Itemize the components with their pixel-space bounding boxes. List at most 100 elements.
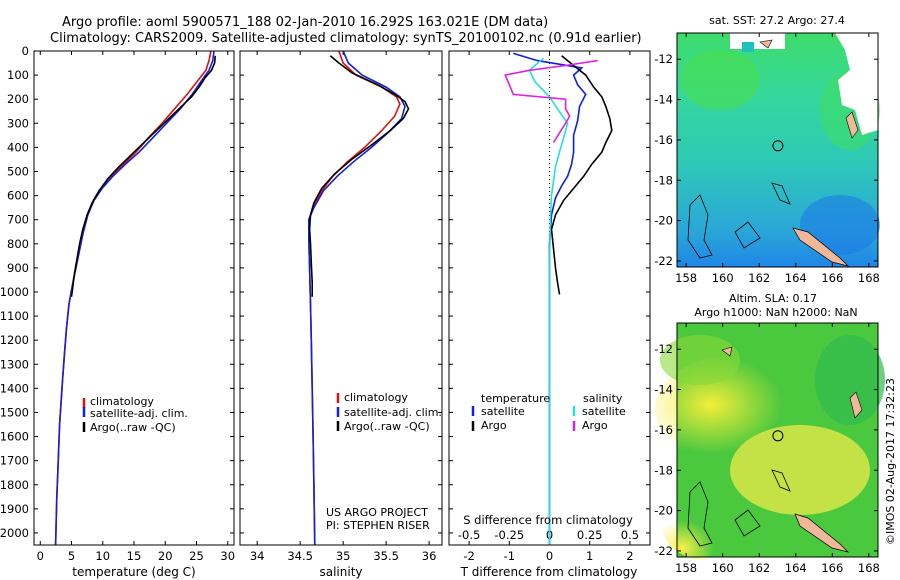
x-tick-label: 25 (189, 549, 204, 563)
sla-island (721, 346, 733, 357)
sst-map-panel: sat. SST: 27.2 Argo: 27.4 158 160 162 164 16… (654, 14, 880, 285)
difference-frame (448, 50, 651, 546)
legend-salinity-title: salinity (583, 392, 623, 405)
y-tick-label: 900 (7, 261, 29, 275)
sst-argo-location-marker (772, 140, 784, 152)
sla-low-patch (815, 335, 885, 425)
legend-s-argo: Argo (582, 419, 608, 432)
sst-map-ticks: 158 160 162 164 166 168 -12 -14 -16 -18 -20 -22 (654, 33, 880, 285)
sst-cool-patch (800, 195, 880, 255)
temperature-panel: 0 5 10 15 20 25 300100200300400500600700800900… (0, 44, 235, 579)
y-tick-label: 600 (7, 189, 29, 203)
series-line-climatology (307, 50, 401, 546)
map-x-tick-label: 164 (785, 561, 807, 575)
legend-climatology: climatology (90, 395, 154, 408)
x-tick-label: 20 (158, 549, 173, 563)
difference-lines (504, 52, 613, 545)
sst-reef-contour (687, 194, 713, 259)
y-tick-label: 100 (7, 68, 29, 82)
legend-argo: Argo(..raw -QC) (344, 420, 430, 433)
sla-mid-patch (660, 335, 740, 385)
legend-s-satellite: satellite (582, 405, 626, 418)
y-tick-label: 200 (7, 92, 29, 106)
difference-top-label: S difference from climatology (463, 513, 633, 527)
y-tick-label: 1800 (0, 478, 29, 492)
x-tick-label: 36 (422, 549, 437, 563)
difference-legend-salinity: salinity satellite Argo (572, 392, 626, 432)
imos-stamp: ©IMOS 02-Aug-2017 17:32:23 (884, 378, 897, 545)
y-tick-label: 1700 (0, 454, 29, 468)
sst-missing-edge (742, 42, 754, 52)
legend-t-satellite: satellite (481, 405, 525, 418)
x-tick-label: 10 (95, 549, 110, 563)
map-y-tick-label: -12 (654, 342, 673, 356)
header-line2: Climatology: CARS2009. Satellite-adjuste… (50, 31, 642, 46)
sst-new-caledonia (792, 227, 850, 267)
y-tick-label: 1900 (0, 502, 29, 516)
series-line-s-satellite (528, 57, 569, 545)
salinity-lines (307, 50, 410, 546)
x-tick-label: 34 (250, 549, 265, 563)
project-annotation: US ARGO PROJECT (326, 506, 428, 519)
y-tick-label: 1500 (0, 405, 29, 419)
x-tick-label: 34.5 (287, 549, 313, 563)
map-y-tick-label: -18 (654, 463, 673, 477)
y-tick-label: 700 (7, 213, 29, 227)
series-line-satellite (307, 50, 406, 546)
salinity-ticks: 34 34.5 35 35.5 36 (240, 50, 442, 563)
temperature-ticks: 0 5 10 15 20 25 300100200300400500600700800900… (0, 44, 235, 563)
y-tick-label: 500 (7, 164, 29, 178)
map-y-tick-label: -14 (654, 383, 673, 397)
map-x-tick-label: 166 (821, 271, 843, 285)
sla-map-title: Altim. SLA: 0.17 (729, 292, 817, 305)
legend-satellite: satellite-adj. clim. (90, 407, 188, 420)
y-tick-label: 2000 (0, 526, 29, 540)
x-tick-label: 1 (586, 549, 593, 563)
map-y-tick-label: -22 (654, 544, 673, 558)
difference-legend-temperature: temperature satellite Argo (471, 392, 550, 432)
series-line-t-argo (550, 55, 613, 295)
x-tick-label: 0 (546, 549, 553, 563)
s-tick-label: -0.5 (458, 528, 480, 542)
salinity-frame (239, 50, 443, 546)
x-tick-label: 15 (127, 549, 142, 563)
y-tick-label: 1300 (0, 357, 29, 371)
map-x-tick-label: 160 (712, 561, 734, 575)
s-tick-label: 0.5 (621, 528, 639, 542)
series-line-satellite (54, 50, 215, 546)
y-tick-label: 300 (7, 116, 29, 130)
sla-argo-location-marker (772, 430, 784, 442)
legend-temperature-title: temperature (481, 392, 550, 405)
temperature-frame (33, 50, 235, 546)
series-line-climatology (54, 50, 212, 546)
map-x-tick-label: 158 (675, 561, 697, 575)
salinity-panel: 34 34.5 35 35.5 36 salinity climatology sate… (239, 50, 443, 579)
map-x-tick-label: 158 (675, 271, 697, 285)
sst-island (845, 111, 859, 139)
temperature-legend: climatology satellite-adj. clim. Argo(..… (82, 395, 188, 434)
header-line1: Argo profile: aoml 5900571_188 02-Jan-20… (62, 15, 548, 30)
map-y-tick-label: -20 (654, 504, 673, 518)
salinity-xlabel: salinity (319, 565, 362, 579)
map-y-tick-label: -16 (654, 423, 673, 437)
map-x-tick-label: 164 (785, 271, 807, 285)
sst-missing-data (730, 33, 785, 49)
x-tick-label: -1 (504, 549, 515, 563)
series-line-argo (308, 55, 410, 297)
y-tick-label: 0 (22, 44, 29, 58)
sla-map-frame (676, 322, 879, 558)
sla-high-patch (730, 425, 870, 515)
sst-reef-contour (734, 221, 761, 249)
x-tick-label: 35.5 (373, 549, 399, 563)
series-line-argo (70, 55, 217, 297)
y-tick-label: 1600 (0, 430, 29, 444)
sla-new-caledonia (794, 513, 850, 553)
x-tick-label: -2 (463, 549, 474, 563)
series-line-s-argo (504, 59, 598, 144)
legend-satellite: satellite-adj. clim. (344, 406, 442, 419)
y-tick-label: 1200 (0, 333, 29, 347)
map-y-tick-label: -12 (654, 52, 673, 66)
legend-climatology: climatology (344, 391, 408, 404)
legend-argo: Argo(..raw -QC) (90, 421, 176, 434)
sst-map-frame (676, 32, 879, 268)
